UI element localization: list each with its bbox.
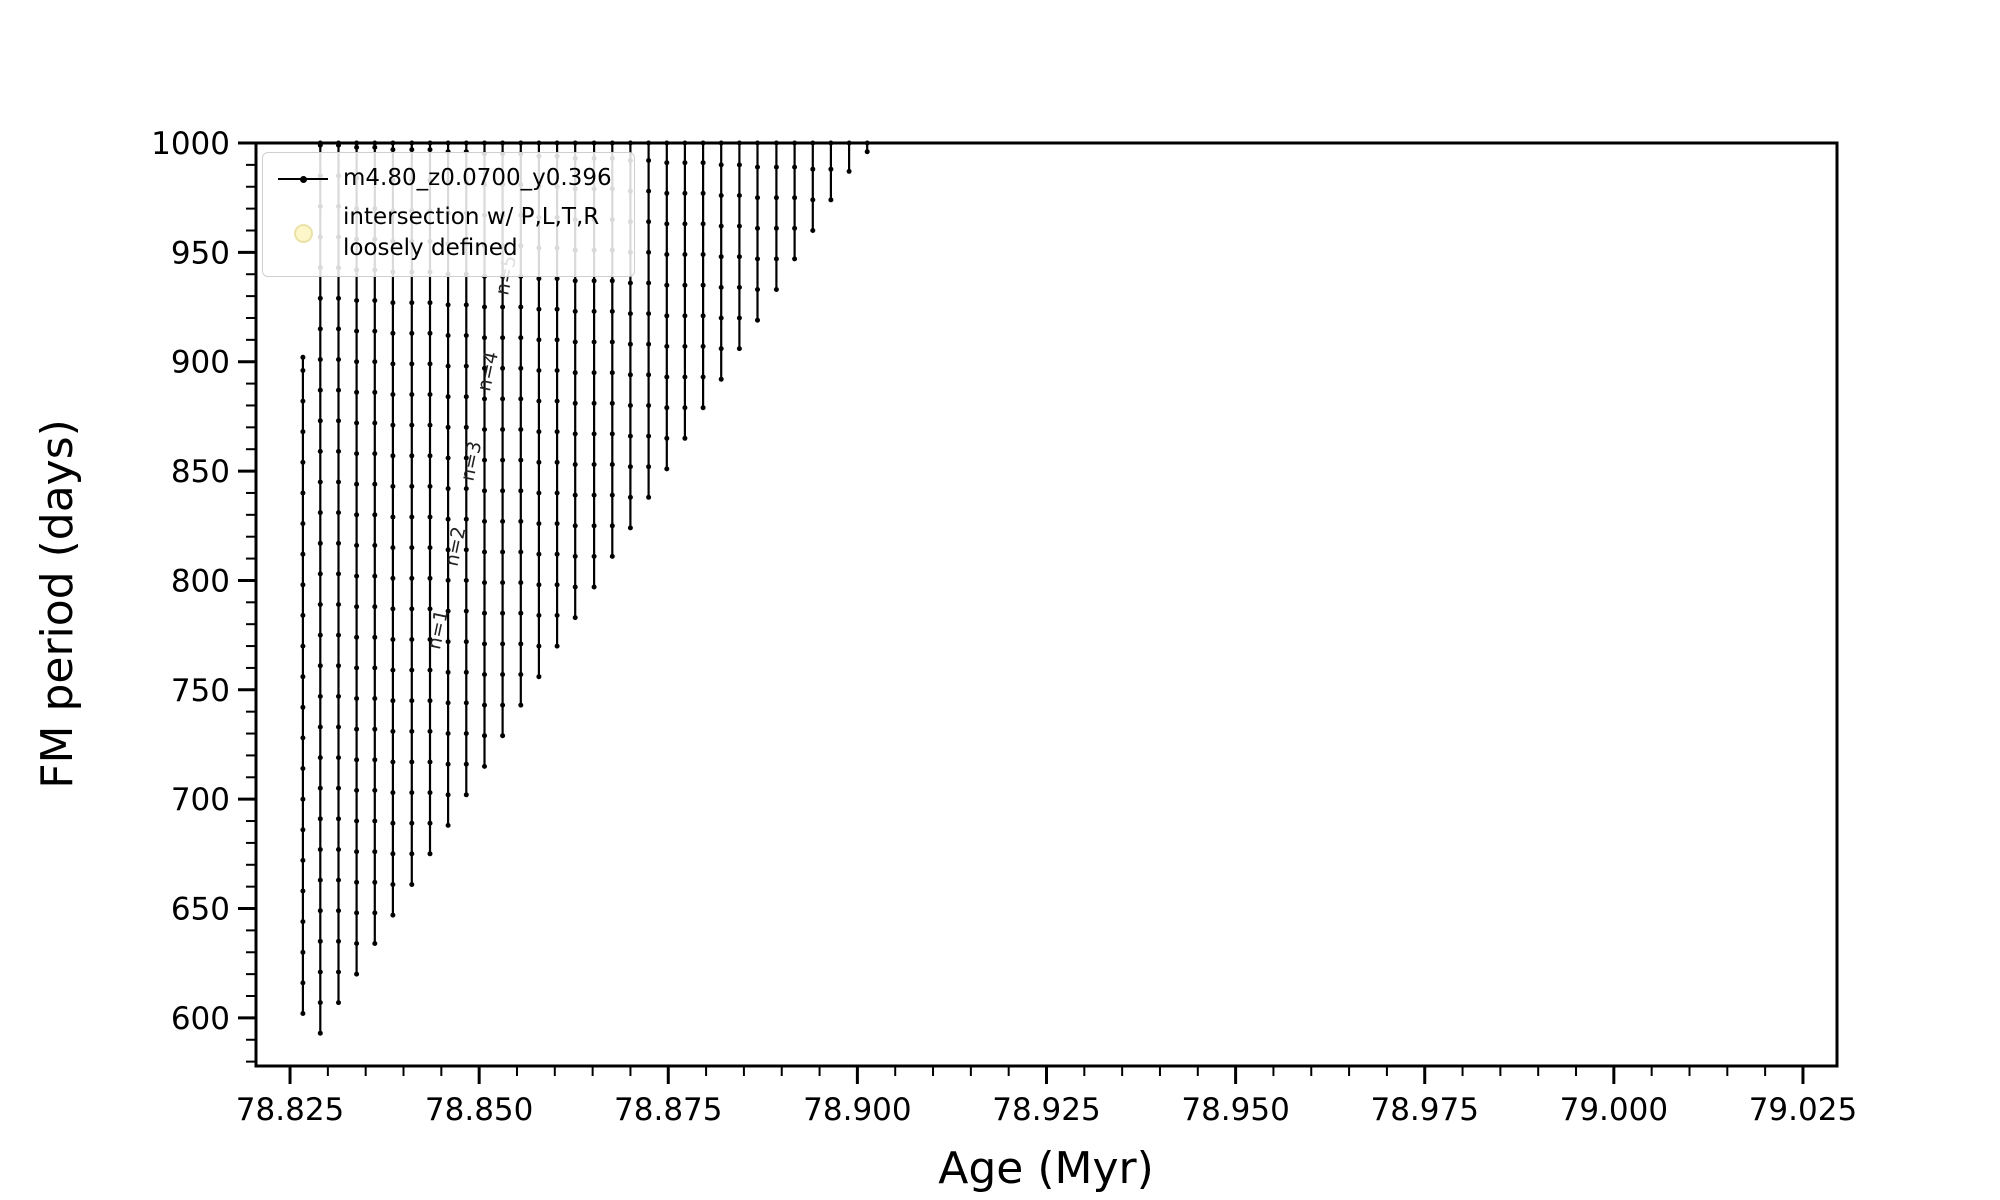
y-tick-label: 700: [171, 782, 230, 818]
spike-lines: [301, 143, 869, 1034]
x-tick-label: 78.825: [236, 1092, 344, 1128]
legend-entry-label: intersection w/ P,L,T,R loosely defined: [343, 204, 600, 262]
x-tick-label: 78.925: [992, 1092, 1100, 1128]
y-tick-label: 750: [171, 673, 230, 709]
y-tick-label: 950: [171, 235, 230, 271]
y-tick-label: 850: [171, 454, 230, 490]
legend: m4.80_z0.0700_y0.396 intersection w/ P,L…: [262, 152, 635, 278]
x-tick-label: 79.000: [1560, 1092, 1668, 1128]
legend-entry: intersection w/ P,L,T,R loosely defined: [277, 202, 612, 264]
y-tick-label: 800: [171, 563, 230, 599]
mode-annotation: n=3: [456, 439, 486, 483]
y-tick-label: 1000: [151, 126, 230, 162]
x-tick-label: 78.950: [1181, 1092, 1289, 1128]
y-tick-label: 600: [171, 1001, 230, 1037]
legend-entry: m4.80_z0.0700_y0.396: [277, 163, 612, 194]
mode-annotation: n=4: [473, 350, 503, 394]
legend-entry-label: m4.80_z0.0700_y0.396: [343, 165, 612, 191]
y-axis-label: FM period (days): [32, 419, 83, 789]
x-tick-label: 78.975: [1370, 1092, 1478, 1128]
x-tick-label: 79.025: [1749, 1092, 1857, 1128]
annotations: n=1n=2n=3n=4n=5: [423, 253, 521, 651]
circle-marker-icon: [293, 223, 313, 243]
y-tick-label: 900: [171, 345, 230, 381]
x-tick-label: 78.850: [425, 1092, 533, 1128]
x-tick-label: 78.875: [614, 1092, 722, 1128]
x-tick-label: 78.900: [803, 1092, 911, 1128]
line-dot-marker-icon: [278, 176, 328, 184]
x-axis-label: Age (Myr): [938, 1143, 1154, 1194]
axes: 78.825 78.850 78.875 78.900 78.925 78.950 78.9…: [151, 126, 1857, 1128]
y-tick-label: 650: [171, 892, 230, 928]
